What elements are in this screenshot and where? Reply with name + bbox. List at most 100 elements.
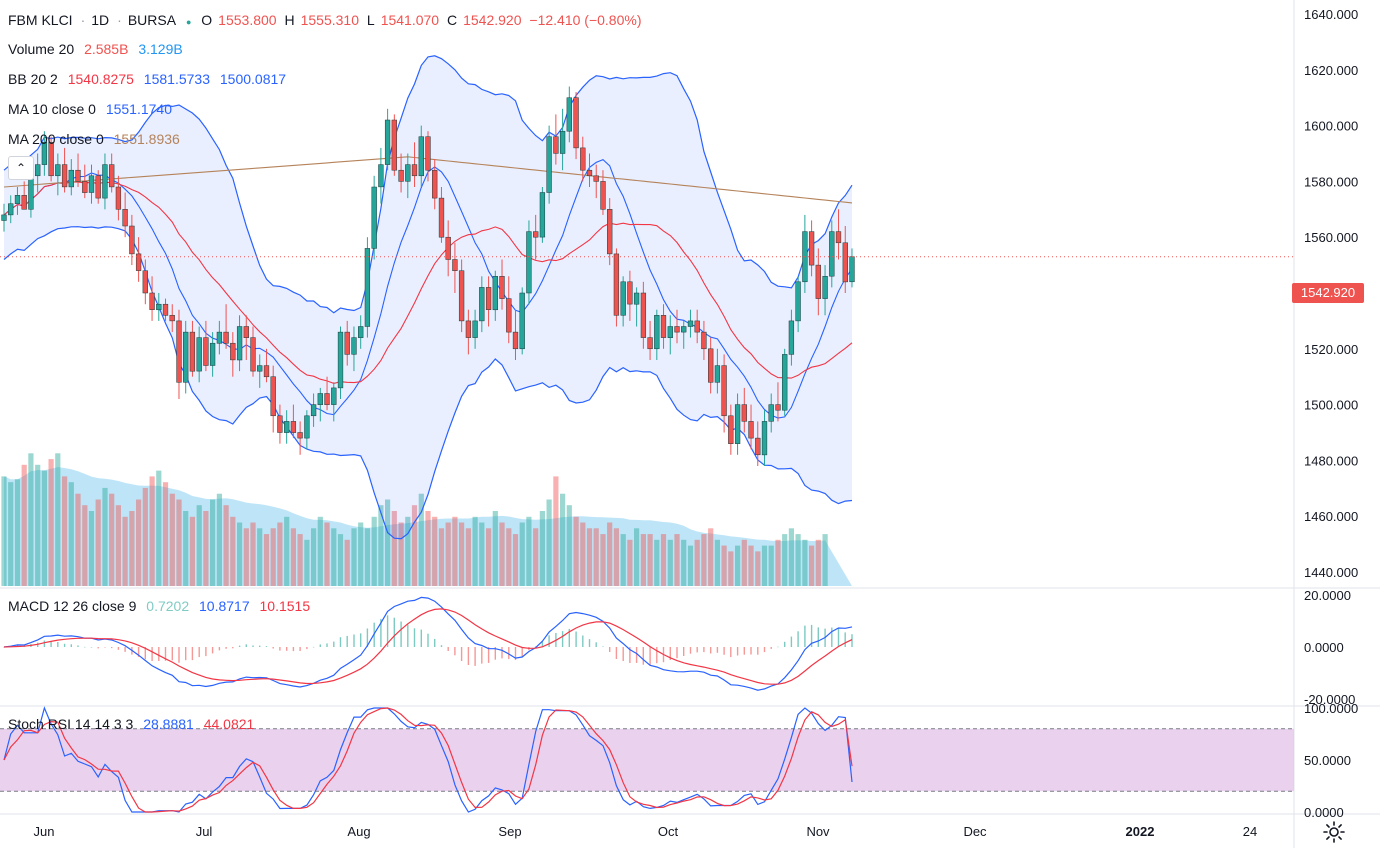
candle[interactable] xyxy=(512,331,519,350)
candle[interactable] xyxy=(55,164,61,177)
stoch-d-line[interactable] xyxy=(3,707,853,813)
candle[interactable] xyxy=(795,281,801,322)
candle[interactable] xyxy=(216,331,223,344)
macd-line[interactable] xyxy=(3,596,853,691)
candle[interactable] xyxy=(425,136,431,171)
candle[interactable] xyxy=(41,142,48,165)
candle[interactable] xyxy=(331,387,337,405)
candle[interactable] xyxy=(297,432,303,439)
candle[interactable] xyxy=(640,292,647,338)
candle[interactable] xyxy=(580,147,586,171)
candle[interactable] xyxy=(533,231,539,238)
candle[interactable] xyxy=(600,181,606,210)
candle[interactable] xyxy=(135,253,142,271)
candle[interactable] xyxy=(398,169,404,182)
candle[interactable] xyxy=(708,348,714,383)
candle[interactable] xyxy=(452,259,458,271)
candle[interactable] xyxy=(613,253,620,316)
stoch-legend[interactable]: Stoch RSI 14 14 3 3 28.8881 44.0821 xyxy=(8,716,260,732)
candle[interactable] xyxy=(324,393,330,405)
candle[interactable] xyxy=(277,415,283,433)
macd-legend[interactable]: MACD 12 26 close 9 0.7202 10.8717 10.151… xyxy=(8,598,316,614)
candle[interactable] xyxy=(183,331,189,383)
gear-icon[interactable] xyxy=(1322,820,1346,844)
candle[interactable] xyxy=(553,136,559,154)
candle[interactable] xyxy=(156,303,162,311)
candle[interactable] xyxy=(48,142,54,177)
candle[interactable] xyxy=(196,337,202,372)
candle[interactable] xyxy=(627,281,633,305)
candle[interactable] xyxy=(176,320,182,383)
candle[interactable] xyxy=(674,326,680,333)
candle[interactable] xyxy=(526,231,532,294)
candle[interactable] xyxy=(142,270,148,294)
candle[interactable] xyxy=(75,169,81,182)
candle[interactable] xyxy=(411,164,418,177)
candle[interactable] xyxy=(284,421,290,433)
candle[interactable] xyxy=(250,337,256,372)
candle[interactable] xyxy=(835,231,842,244)
candle[interactable] xyxy=(586,169,593,177)
candle[interactable] xyxy=(68,169,74,188)
candle[interactable] xyxy=(61,164,68,188)
candle[interactable] xyxy=(701,331,707,350)
candle[interactable] xyxy=(667,326,673,338)
candle[interactable] xyxy=(95,175,101,199)
candle[interactable] xyxy=(21,195,27,210)
candle[interactable] xyxy=(405,164,411,182)
candle[interactable] xyxy=(102,164,108,199)
candle[interactable] xyxy=(546,136,552,193)
candle[interactable] xyxy=(129,225,135,255)
signal-line[interactable] xyxy=(3,608,853,685)
candle[interactable] xyxy=(290,421,297,433)
candle[interactable] xyxy=(633,292,640,305)
candle[interactable] xyxy=(822,276,828,299)
candle[interactable] xyxy=(1,214,7,221)
candle[interactable] xyxy=(28,175,34,210)
candle[interactable] xyxy=(391,119,397,171)
candle[interactable] xyxy=(317,393,323,405)
candle[interactable] xyxy=(203,337,209,366)
candle[interactable] xyxy=(849,256,855,283)
volume-legend[interactable]: Volume 20 2.585B 3.129B xyxy=(8,41,189,57)
candle[interactable] xyxy=(755,437,761,456)
candle[interactable] xyxy=(782,354,788,411)
candle[interactable] xyxy=(162,303,169,316)
candle[interactable] xyxy=(351,337,357,355)
bb-legend[interactable]: BB 20 2 1540.8275 1581.5733 1500.0817 xyxy=(8,71,292,87)
candle[interactable] xyxy=(263,365,270,378)
candle[interactable] xyxy=(559,130,566,154)
candle[interactable] xyxy=(35,164,41,177)
candle[interactable] xyxy=(257,365,263,372)
candle[interactable] xyxy=(761,421,768,456)
candle[interactable] xyxy=(223,331,229,344)
candle[interactable] xyxy=(243,326,249,338)
candle[interactable] xyxy=(829,231,835,277)
candle[interactable] xyxy=(499,276,505,299)
collapse-legend-button[interactable]: ⌃ xyxy=(8,156,34,180)
candle[interactable] xyxy=(115,186,122,210)
candle[interactable] xyxy=(236,326,243,361)
candle[interactable] xyxy=(492,276,498,311)
candle[interactable] xyxy=(654,315,660,350)
candle[interactable] xyxy=(472,320,478,338)
candle[interactable] xyxy=(458,270,465,322)
candle[interactable] xyxy=(122,209,128,227)
candle[interactable] xyxy=(438,197,445,238)
ma200-legend[interactable]: MA 200 close 0 1551.8936 xyxy=(8,131,186,147)
ma10-legend[interactable]: MA 10 close 0 1551.1740 xyxy=(8,101,178,117)
candle[interactable] xyxy=(714,365,721,383)
candle[interactable] xyxy=(842,242,848,283)
candle[interactable] xyxy=(14,195,21,204)
candle[interactable] xyxy=(681,326,687,333)
candle[interactable] xyxy=(539,192,546,238)
candle[interactable] xyxy=(344,331,350,355)
candle[interactable] xyxy=(445,236,451,260)
candle[interactable] xyxy=(660,315,667,338)
candle[interactable] xyxy=(371,186,377,249)
candle[interactable] xyxy=(304,415,310,439)
candle[interactable] xyxy=(620,281,626,316)
candle[interactable] xyxy=(741,404,747,422)
candle[interactable] xyxy=(109,164,115,188)
